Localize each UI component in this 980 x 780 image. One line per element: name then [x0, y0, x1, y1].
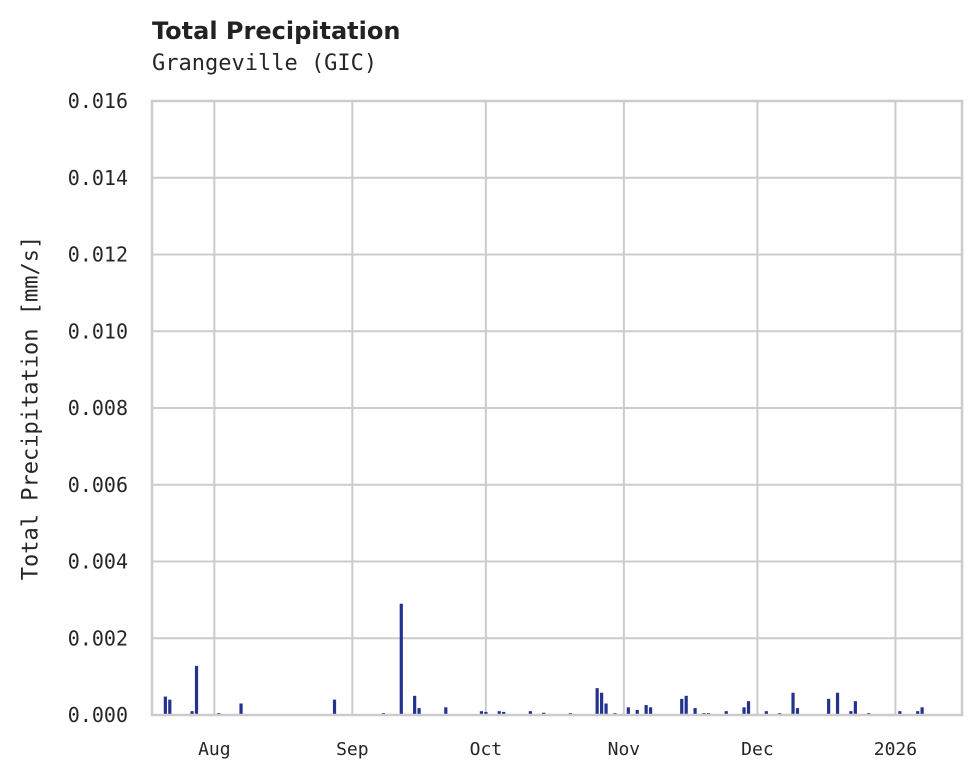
precipitation-bar	[399, 603, 403, 715]
y-tick-label: 0.010	[68, 319, 128, 343]
y-tick-label: 0.004	[68, 550, 128, 574]
precipitation-bar	[920, 707, 924, 715]
x-axis-ticks: Aug Sep Oct Nov Dec 2026	[198, 739, 917, 760]
precipitation-bar	[853, 701, 857, 715]
precipitation-bar	[413, 695, 417, 715]
precipitation-bar	[604, 703, 608, 715]
y-tick-label: 0.008	[68, 396, 128, 420]
grid-lines	[152, 100, 962, 716]
precipitation-bar	[194, 665, 199, 715]
y-axis-ticks: 0.000 0.002 0.004 0.006 0.008 0.010 0.012 0.014…	[68, 89, 128, 727]
x-tick-label: Aug	[198, 739, 231, 760]
precipitation-bar	[417, 708, 421, 715]
x-tick-label: Nov	[608, 739, 641, 760]
precipitation-bar	[635, 710, 639, 715]
x-tick-label: Dec	[741, 739, 774, 760]
plot-frame	[150, 99, 964, 717]
precipitation-bar	[600, 692, 604, 715]
precipitation-bar	[163, 696, 167, 715]
y-tick-label: 0.006	[68, 473, 128, 497]
x-tick-label: 2026	[874, 739, 917, 760]
precipitation-bar	[849, 711, 853, 715]
precipitation-bar	[693, 708, 697, 715]
precipitation-bar	[528, 711, 532, 715]
precipitation-bar	[684, 695, 688, 715]
precipitation-bar	[791, 692, 795, 715]
precipitation-bar	[190, 711, 194, 715]
precipitation-bar	[916, 711, 920, 715]
chart-title: Total Precipitation	[152, 17, 401, 45]
y-tick-label: 0.002	[68, 626, 128, 650]
y-tick-label: 0.014	[68, 166, 128, 190]
precipitation-bar	[444, 707, 448, 715]
precipitation-bar	[764, 711, 768, 715]
precipitation-bar	[742, 707, 746, 715]
precipitation-bar	[644, 705, 648, 715]
y-tick-label: 0.016	[68, 89, 128, 113]
precipitation-bar	[497, 711, 501, 715]
precipitation-bar	[724, 711, 728, 715]
precipitation-bar	[332, 699, 337, 715]
precipitation-bar	[595, 688, 599, 715]
precipitation-bar	[746, 701, 751, 715]
precipitation-bar	[648, 707, 653, 715]
precipitation-bar	[484, 711, 488, 715]
precipitation-bar	[827, 698, 831, 715]
precipitation-bar	[835, 692, 840, 715]
precipitation-bar	[502, 711, 506, 715]
precipitation-bar	[680, 698, 684, 715]
precipitation-bar	[898, 711, 902, 715]
x-tick-label: Oct	[470, 739, 503, 760]
precipitation-bar	[795, 708, 800, 715]
y-tick-label: 0.012	[68, 243, 128, 267]
x-tick-label: Sep	[336, 739, 369, 760]
chart-subtitle: Grangeville (GIC)	[152, 51, 378, 76]
precipitation-bars	[163, 603, 924, 715]
precipitation-bar	[479, 711, 484, 715]
precipitation-bar	[239, 703, 243, 715]
precipitation-bar	[168, 699, 172, 715]
precipitation-bar	[626, 707, 630, 715]
y-tick-label: 0.000	[68, 703, 128, 727]
